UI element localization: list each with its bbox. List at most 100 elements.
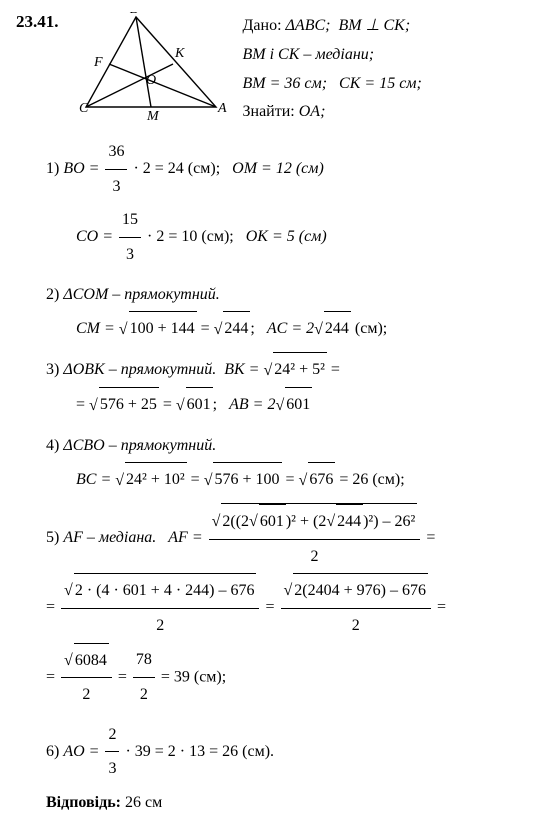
step5-a: AF – медіана. xyxy=(63,529,156,546)
d: 2 xyxy=(61,678,112,712)
step6-lhs: AO = xyxy=(63,743,99,760)
step2-cm-lhs: CM = xyxy=(76,320,115,337)
dano-label: Дано: xyxy=(243,17,282,34)
dano-perp: BM ⊥ CK; xyxy=(338,17,410,34)
step2-line2: CM = √100 + 144 = √244; AC = 2√244 (см); xyxy=(46,311,542,346)
header-row: 23.41. B C A F K M O Дано: ΔABC; BM ⊥ xyxy=(16,12,542,127)
step1-co-lhs: CO = xyxy=(76,228,113,245)
eq: = xyxy=(76,396,85,413)
step-2: 2) ΔCOM – прямокутний. CM = √100 + 144 =… xyxy=(46,278,542,347)
eq: = xyxy=(265,599,274,616)
step-6: 6) AO = 23 · 39 = 2 · 13 = 26 (см). xyxy=(46,718,542,786)
eq: = xyxy=(437,599,446,616)
sqrt-icon: √ xyxy=(176,389,185,423)
step2-ac-sq: 244 xyxy=(324,311,351,346)
step2-ac-lhs: AC = 2 xyxy=(267,320,314,337)
step5-af-lhs: AF = xyxy=(168,529,202,546)
d: 3 xyxy=(105,752,119,786)
find-label: Знайти: xyxy=(243,103,295,120)
sqrt-icon: √ xyxy=(115,464,124,498)
step1-line2: CO = 153 · 2 = 10 (см); OK = 5 (см) xyxy=(46,203,542,271)
eq: = xyxy=(331,361,340,378)
sqrt-icon: √ xyxy=(275,389,284,423)
sep: ; xyxy=(250,320,254,337)
den: 2 xyxy=(209,540,421,574)
step4-line2: BC = √24² + 10² = √576 + 100 = √676 = 26… xyxy=(46,462,542,497)
t: 2 · (4 · 601 + 4 · 244) – 676 xyxy=(74,573,257,608)
find-val: OA; xyxy=(299,103,326,120)
step5-final: = 39 (см); xyxy=(161,668,226,685)
step2-n: 2) xyxy=(46,286,59,303)
sqrt-icon: √ xyxy=(314,313,323,347)
step3-ab-sq: 601 xyxy=(285,387,312,422)
step1-om: OM = 12 (см) xyxy=(232,160,324,177)
step-3: 3) ΔOBK – прямокутний. BK = √24² + 5² = … xyxy=(46,352,542,422)
dano-ck: CK = 15 см; xyxy=(339,75,422,92)
step3-n: 3) xyxy=(46,361,59,378)
step-1: 1) BO = 363 · 2 = 24 (см); OM = 12 (см) … xyxy=(46,135,542,271)
given-block: Дано: ΔABC; BM ⊥ CK; BM і CK – медіани; … xyxy=(243,12,422,127)
sqrt-icon: √ xyxy=(89,389,98,423)
step6-n: 6) xyxy=(46,743,59,760)
step5-frac2: √2 · (4 · 601 + 4 · 244) – 676 2 xyxy=(61,573,259,642)
n: √2(2404 + 976) – 676 xyxy=(281,573,431,609)
eq: = xyxy=(163,396,172,413)
sep: ; xyxy=(213,396,217,413)
step1-bo-frac: 363 xyxy=(105,135,127,203)
t: 2(2404 + 976) – 676 xyxy=(293,573,428,608)
answer-label: Відповідь: xyxy=(46,794,121,811)
answer-line: Відповідь: 26 см xyxy=(16,794,542,812)
t: – 26² xyxy=(383,513,416,530)
step6-frac: 23 xyxy=(105,718,119,786)
n: 2 xyxy=(105,718,119,753)
step5-frac4: √6084 2 xyxy=(61,643,112,712)
t: 6084 xyxy=(74,643,109,678)
n: √6084 xyxy=(61,643,112,679)
solution-steps: 1) BO = 363 · 2 = 24 (см); OM = 12 (см) … xyxy=(16,135,542,786)
eq: = xyxy=(118,668,127,685)
step4-n: 4) xyxy=(46,437,59,454)
step-5: 5) AF – медіана. AF = √2((2√601)² + (2√2… xyxy=(46,503,542,712)
step4-val: = 26 (см); xyxy=(339,471,404,488)
step6-rhs: · 39 = 2 · 13 = 26 (см). xyxy=(125,743,274,760)
step1-ok: OK = 5 (см) xyxy=(246,228,327,245)
n: 78 xyxy=(133,643,155,678)
eq: = xyxy=(426,529,435,546)
eq: = xyxy=(201,320,210,337)
eq: = xyxy=(191,471,200,488)
d: 2 xyxy=(61,609,259,643)
sqrt-icon: √ xyxy=(263,354,272,388)
svg-text:K: K xyxy=(174,46,185,61)
step2-a: ΔCOM – прямокутний. xyxy=(63,286,219,303)
step3-sq1: 24² + 5² xyxy=(273,352,327,387)
t: 601 xyxy=(259,504,286,539)
t: 2 xyxy=(318,513,326,530)
dano-medians: BM і CK – медіани; xyxy=(243,41,422,70)
n: √2 · (4 · 601 + 4 · 244) – 676 xyxy=(61,573,259,609)
d: 2 xyxy=(281,609,431,643)
svg-text:C: C xyxy=(79,101,89,116)
step5-frac3: √2(2404 + 976) – 676 2 xyxy=(281,573,431,642)
answer-value: 26 см xyxy=(125,794,162,811)
step4-bc-lhs: BC = xyxy=(76,471,111,488)
d: 2 xyxy=(133,678,155,712)
svg-text:O: O xyxy=(146,73,156,88)
step3-bk-lhs: BK = xyxy=(224,361,259,378)
step5-frac1: √2((2√601)² + (2√244)²) – 26² 2 xyxy=(209,503,421,573)
t: 244 xyxy=(336,504,363,539)
svg-text:A: A xyxy=(217,101,227,116)
step5-n: 5) xyxy=(46,529,59,546)
step3-a: ΔOBK – прямокутний. xyxy=(63,361,216,378)
t: 2 xyxy=(222,513,230,530)
sqrt-icon: √ xyxy=(119,313,128,347)
t: 2 xyxy=(241,513,249,530)
step1-bo-rhs: · 2 = 24 (см); xyxy=(133,160,220,177)
step4-sq2: 576 + 100 xyxy=(213,462,281,497)
step3-line2: = √576 + 25 = √601; AB = 2√601 xyxy=(46,387,542,422)
svg-text:F: F xyxy=(93,55,103,70)
step1-bo-lhs: BO = xyxy=(63,160,99,177)
step1-co-rhs: · 2 = 10 (см); xyxy=(147,228,234,245)
step3-ab-lhs: AB = 2 xyxy=(229,396,275,413)
step5-frac5: 78 2 xyxy=(133,643,155,711)
step4-a: ΔCBO – прямокутний. xyxy=(63,437,216,454)
